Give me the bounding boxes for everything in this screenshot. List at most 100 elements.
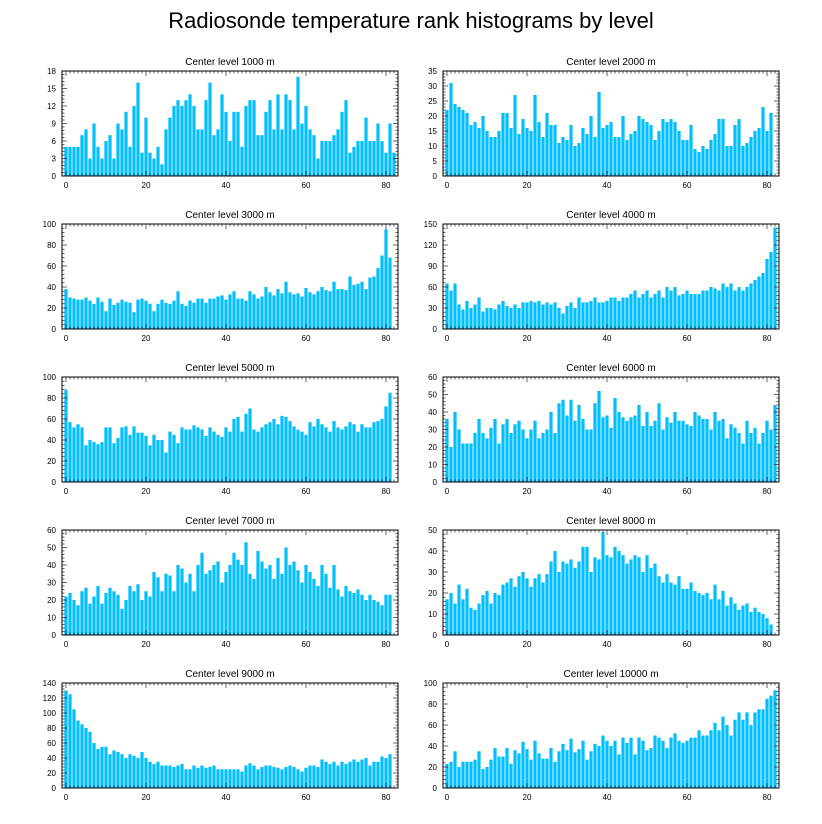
histogram-bar	[481, 433, 485, 482]
histogram-bar	[84, 728, 88, 788]
histogram-bar	[445, 110, 449, 176]
histogram-bar	[529, 131, 533, 176]
histogram-bar	[633, 290, 637, 329]
histogram-bar	[356, 283, 360, 329]
histogram-bar	[212, 765, 216, 788]
y-tick-label: 0	[433, 784, 438, 793]
histogram-bar	[589, 116, 593, 176]
histogram-bar	[64, 389, 68, 482]
histogram-bar	[669, 290, 673, 329]
histogram-bar	[72, 298, 76, 329]
histogram-bar	[557, 143, 561, 176]
histogram-bar	[537, 574, 541, 635]
histogram-bar	[192, 591, 196, 635]
histogram-bar	[108, 587, 112, 635]
histogram-bar	[316, 158, 320, 176]
histogram-bar	[573, 146, 577, 176]
y-tick-label: 40	[47, 754, 56, 763]
y-tick-label: 60	[428, 373, 437, 382]
histogram-bar	[208, 767, 212, 788]
histogram-bar	[665, 287, 669, 329]
histogram-bar	[645, 122, 649, 176]
histogram-bar	[252, 294, 256, 329]
y-tick-label: 140	[43, 679, 57, 688]
panel-7: Center level 7000 m 0 20 40 60 80 0 10 20 30 40 50 6…	[47, 516, 399, 649]
histogram-bar	[148, 303, 152, 329]
histogram-bar	[721, 590, 725, 635]
y-tick-label: 20	[47, 769, 56, 778]
histogram-bar	[561, 399, 565, 482]
histogram-bar	[244, 106, 248, 176]
histogram-bar	[745, 420, 749, 482]
panel-title: Center level 2000 m	[566, 57, 656, 68]
histogram-bar	[108, 135, 112, 176]
panel-title: Center level 8000 m	[566, 516, 656, 527]
histogram-bar	[569, 125, 573, 176]
x-tick-label: 0	[64, 334, 69, 343]
histogram-bar	[545, 302, 549, 329]
histogram-bar	[469, 607, 473, 635]
histogram-bar	[312, 579, 316, 635]
histogram-bar	[244, 413, 248, 482]
histogram-bar	[384, 229, 388, 329]
histogram-bar	[300, 296, 304, 329]
histogram-bar	[120, 427, 124, 482]
histogram-bar	[529, 429, 533, 482]
histogram-bar	[280, 573, 284, 635]
histogram-bar	[513, 304, 517, 329]
histogram-bar	[116, 752, 120, 788]
histogram-bar	[220, 94, 224, 176]
x-tick-label: 60	[683, 334, 692, 343]
histogram-bar	[280, 415, 284, 482]
histogram-bar	[84, 445, 88, 482]
panel-6: Center level 6000 m 0 20 40 60 80 0 10 20 30 40 50 6…	[428, 363, 780, 496]
histogram-bar	[573, 752, 577, 788]
x-tick-label: 40	[222, 487, 231, 496]
histogram-bar	[124, 758, 128, 788]
histogram-bar	[320, 287, 324, 329]
histogram-bar	[284, 416, 288, 482]
histogram-bar	[637, 557, 641, 635]
histogram-bar	[356, 141, 360, 176]
histogram-bar	[184, 769, 188, 788]
histogram-bar	[340, 111, 344, 176]
histogram-bar	[76, 605, 80, 635]
y-tick-label: 3	[52, 155, 57, 164]
histogram-bar	[192, 302, 196, 329]
histogram-bar	[729, 283, 733, 329]
histogram-bar	[537, 753, 541, 788]
histogram-bar	[477, 297, 481, 329]
histogram-bar	[593, 137, 597, 176]
y-tick-label: 0	[52, 325, 57, 334]
histogram-bar	[332, 281, 336, 329]
histogram-bar	[288, 565, 292, 635]
histogram-bar	[360, 141, 364, 176]
histogram-bar	[681, 742, 685, 788]
y-tick-label: 30	[47, 579, 56, 588]
histogram-bar	[757, 709, 761, 788]
histogram-bar	[80, 427, 84, 482]
histogram-bar	[232, 291, 236, 329]
histogram-bar	[629, 134, 633, 176]
histogram-bar	[625, 420, 629, 482]
histogram-bar	[300, 582, 304, 635]
y-tick-label: 20	[428, 589, 437, 598]
histogram-bar	[525, 302, 529, 329]
y-tick-label: 15	[428, 127, 437, 136]
y-tick-label: 20	[428, 443, 437, 452]
x-tick-label: 0	[445, 181, 450, 190]
histogram-bar	[364, 600, 368, 635]
histogram-bar	[525, 578, 529, 635]
histogram-bar	[533, 740, 537, 788]
histogram-bar	[388, 754, 392, 788]
histogram-bar	[284, 547, 288, 635]
histogram-bar	[344, 100, 348, 176]
histogram-bar	[701, 735, 705, 788]
histogram-bar	[132, 426, 136, 482]
histogram-bar	[741, 443, 745, 482]
histogram-bar	[505, 419, 509, 482]
histogram-bar	[597, 391, 601, 482]
histogram-bar	[453, 104, 457, 176]
histogram-bar	[188, 769, 192, 788]
histogram-bar	[68, 146, 72, 176]
